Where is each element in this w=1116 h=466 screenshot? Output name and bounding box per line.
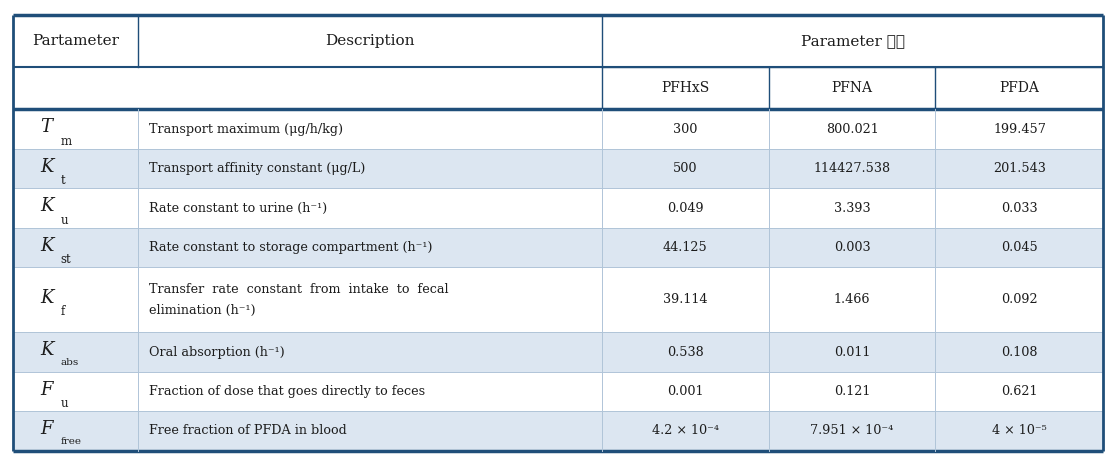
Text: Fraction of dose that goes directly to feces: Fraction of dose that goes directly to f… [150,385,425,398]
Text: 3.393: 3.393 [834,202,870,215]
Bar [12,110,1104,149]
Bar [12,188,1104,228]
Bar [602,15,1104,67]
Text: PFHxS: PFHxS [661,81,710,95]
Text: 201.543: 201.543 [993,162,1046,175]
Text: 4 × 10⁻⁵: 4 × 10⁻⁵ [992,425,1047,438]
Text: u: u [60,397,68,410]
Bar [12,411,1104,451]
Bar [602,67,1104,110]
Text: 0.121: 0.121 [834,385,870,398]
Text: Free fraction of PFDA in blood: Free fraction of PFDA in blood [150,425,347,438]
Text: PFDA: PFDA [1000,81,1039,95]
Text: 300: 300 [673,123,698,136]
Text: 44.125: 44.125 [663,241,708,254]
Bar [12,67,602,110]
Text: Partameter: Partameter [31,34,118,48]
Text: 4.2 × 10⁻⁴: 4.2 × 10⁻⁴ [652,425,719,438]
Bar [12,267,1104,332]
Text: PFNA: PFNA [831,81,873,95]
Text: Description: Description [325,34,414,48]
Text: K: K [40,341,54,359]
Text: 0.621: 0.621 [1001,385,1038,398]
Text: st: st [60,253,71,266]
Text: Rate constant to urine (h⁻¹): Rate constant to urine (h⁻¹) [150,202,327,215]
Text: F: F [40,420,52,438]
Text: 0.108: 0.108 [1001,346,1038,358]
Text: 0.011: 0.011 [834,346,870,358]
Text: u: u [60,214,68,226]
Text: Transport affinity constant (μg/L): Transport affinity constant (μg/L) [150,162,365,175]
Text: 114427.538: 114427.538 [814,162,891,175]
Text: f: f [60,305,65,318]
Bar [12,332,1104,372]
Text: 39.114: 39.114 [663,293,708,306]
Text: 0.538: 0.538 [666,346,703,358]
Text: 500: 500 [673,162,698,175]
Text: 0.001: 0.001 [667,385,703,398]
Text: K: K [40,289,54,307]
Text: 0.033: 0.033 [1001,202,1038,215]
Bar [12,228,1104,267]
Text: Transport maximum (μg/h/kg): Transport maximum (μg/h/kg) [150,123,344,136]
Text: 199.457: 199.457 [993,123,1046,136]
Text: m: m [60,135,71,148]
Bar [12,149,1104,188]
Text: T: T [40,118,52,137]
Text: t: t [60,174,65,187]
Text: elimination (h⁻¹): elimination (h⁻¹) [150,303,256,316]
Text: 0.045: 0.045 [1001,241,1038,254]
Text: 800.021: 800.021 [826,123,878,136]
Text: Parameter 산출: Parameter 산출 [800,34,905,48]
Text: abs: abs [60,357,78,367]
Bar [12,15,602,67]
Text: K: K [40,237,54,255]
Text: 0.003: 0.003 [834,241,870,254]
Text: F: F [40,381,52,399]
Text: 1.466: 1.466 [834,293,870,306]
Text: K: K [40,197,54,215]
Text: Oral absorption (h⁻¹): Oral absorption (h⁻¹) [150,346,285,358]
Text: K: K [40,158,54,176]
Text: 7.951 × 10⁻⁴: 7.951 × 10⁻⁴ [810,425,894,438]
Bar [12,372,1104,411]
Text: Rate constant to storage compartment (h⁻¹): Rate constant to storage compartment (h⁻… [150,241,433,254]
Text: 0.092: 0.092 [1001,293,1038,306]
Text: free: free [60,437,81,445]
Text: 0.049: 0.049 [666,202,703,215]
Text: Transfer  rate  constant  from  intake  to  fecal: Transfer rate constant from intake to fe… [150,283,449,296]
